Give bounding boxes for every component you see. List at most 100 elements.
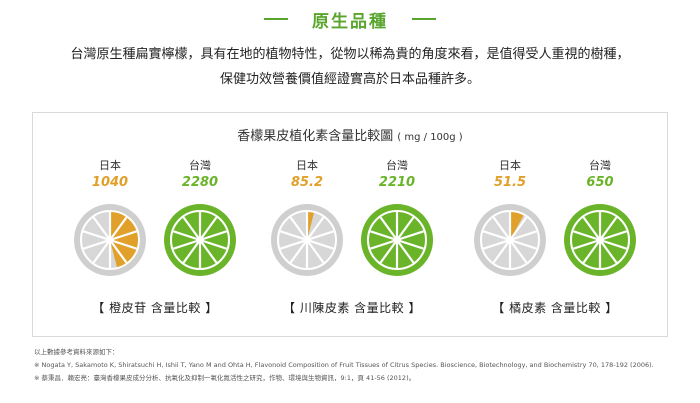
pie-segment-line (599, 230, 627, 242)
chart-group-tangeretin: 日本 51.5 台灣 650 【 橘皮素 含量比較 】 (465, 159, 645, 329)
pie-segment-line (83, 238, 111, 250)
country-label: 日本 (296, 159, 318, 172)
pie-center (507, 237, 513, 243)
group-2-taiwan: 台灣 2210 (352, 159, 442, 276)
pie-segment-line (396, 238, 424, 250)
pie-segment-line (396, 216, 415, 241)
section-header: 原生品種 (0, 6, 700, 32)
group-caption: 【 橙皮苷 含量比較 】 (92, 301, 218, 315)
pie-segment-line (92, 239, 111, 264)
chart-title-text: 香檬果皮植化素含量比較圖 (237, 129, 394, 144)
pie-segment-line (509, 230, 537, 242)
pie-segment-line (199, 238, 227, 250)
title-left-dash (264, 18, 288, 20)
title-right-dash (412, 18, 436, 20)
pie-ring (367, 210, 427, 270)
citrus-pie (271, 204, 343, 276)
pie-segment-line (492, 216, 511, 241)
pie-slice (110, 210, 141, 270)
pie-segment-line (109, 238, 137, 250)
group-1-japan: 日本 1040 (65, 159, 155, 276)
country-label: 台灣 (589, 159, 611, 172)
intro-text: 台灣原生種扁實檸檬，具有在地的植物特性，從物以稀為貴的角度來看，是值得受人重視的… (20, 42, 680, 92)
pie-ring (570, 210, 630, 270)
pie-segment-line (483, 230, 511, 242)
country-label: 台灣 (386, 159, 408, 172)
pie-segment-line (599, 238, 627, 250)
group-2-japan: 日本 85.2 (262, 159, 352, 276)
pie-segment-line (306, 216, 325, 241)
pie-ring (277, 210, 337, 270)
pie-segment-line (379, 216, 398, 241)
pie-segment-line (280, 230, 308, 242)
pie-segment-line (289, 216, 308, 241)
pie-segment-line (306, 239, 325, 264)
value-label: 650 (586, 175, 614, 190)
value-label: 2210 (378, 175, 416, 190)
pie-segment-line (396, 230, 424, 242)
country-label: 日本 (499, 159, 521, 172)
pie-segment-line (370, 230, 398, 242)
pie-segment-line (379, 239, 398, 264)
pie-segment-line (173, 238, 201, 250)
reference-item: ※ Nogata Y, Sakamoto K, Shiratsuchi H, I… (34, 361, 654, 369)
pie-center (107, 237, 113, 243)
value-label: 85.2 (290, 175, 324, 190)
citrus-pie (164, 204, 236, 276)
pie-segment-line (509, 238, 537, 250)
pie-ring (480, 210, 540, 270)
pie-segment-line (370, 238, 398, 250)
pie-segment-line (509, 239, 528, 264)
citrus-pie (474, 204, 546, 276)
group-1-taiwan: 台灣 2280 (155, 159, 245, 276)
pie-segment-line (109, 230, 137, 242)
value-label: 2280 (181, 175, 219, 190)
pie-segment-line (599, 216, 618, 241)
pie-segment-line (92, 216, 111, 241)
pie-segment-line (483, 238, 511, 250)
pie-segment-line (599, 239, 618, 264)
pie-segment-line (199, 216, 218, 241)
pie-segment-line (182, 216, 201, 241)
citrus-pie (564, 204, 636, 276)
value-label: 51.5 (493, 175, 527, 190)
pie-segment-line (83, 230, 111, 242)
chart-title: 香檬果皮植化素含量比較圖( mg / 100g ) (33, 125, 667, 144)
pie-center (197, 237, 203, 243)
pie-slice (307, 210, 315, 240)
pie-segment-line (306, 238, 334, 250)
chart-group-hesperidin: 日本 1040 台灣 2280 【 橙皮苷 含量比較 】 (65, 159, 245, 329)
references-heading: 以上數據參考資料來源如下： (34, 348, 119, 356)
pie-segment-line (582, 216, 601, 241)
reference-item: ※ 蔡秉昌．賴宏亮：臺灣香檬果皮成分分析、抗氧化及抑制一氧化氮活性之研究，作物、… (34, 374, 416, 382)
pie-ring (80, 210, 140, 270)
chart-panel: 香檬果皮植化素含量比較圖( mg / 100g ) 日本 1040 台灣 228… (32, 112, 668, 337)
pie-segment-line (289, 239, 308, 264)
group-3-taiwan: 台灣 650 (555, 159, 645, 276)
value-label: 1040 (91, 175, 129, 190)
pie-segment-line (182, 239, 201, 264)
pie-segment-line (492, 239, 511, 264)
citrus-pie (74, 204, 146, 276)
pie-segment-line (199, 239, 218, 264)
pie-segment-line (109, 216, 128, 241)
intro-line-2: 保健功效營養價值經證實高於日本品種許多。 (219, 72, 480, 87)
pie-segment-line (573, 238, 601, 250)
pie-slice (510, 210, 525, 240)
group-3-japan: 日本 51.5 (465, 159, 555, 276)
group-caption: 【 橘皮素 含量比較 】 (492, 301, 618, 315)
pie-segment-line (396, 239, 415, 264)
group-caption: 【 川陳皮素 含量比較 】 (283, 301, 421, 315)
country-label: 台灣 (189, 159, 211, 172)
citrus-pie (361, 204, 433, 276)
pie-segment-line (280, 238, 308, 250)
pie-segment-line (509, 216, 528, 241)
pie-segment-line (109, 239, 128, 264)
references: 以上數據參考資料來源如下： ※ Nogata Y, Sakamoto K, Sh… (34, 346, 684, 385)
chart-unit: ( mg / 100g ) (397, 132, 463, 143)
chart-group-nobiletin: 日本 85.2 台灣 2210 【 川陳皮素 含量比較 】 (262, 159, 442, 329)
pie-segment-line (306, 230, 334, 242)
pie-segment-line (173, 230, 201, 242)
pie-center (304, 237, 310, 243)
country-label: 日本 (99, 159, 121, 172)
